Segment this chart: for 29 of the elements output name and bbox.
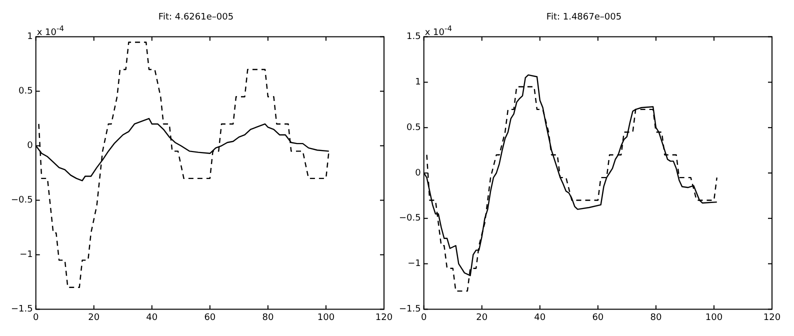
x-tick-label: 80 <box>650 312 662 323</box>
x-tick-label: 120 <box>375 312 393 323</box>
annotation: x 10$^{-4}$ <box>36 24 64 38</box>
y-tick-label: 1.5 <box>406 32 421 42</box>
y-tick-label: 0 <box>415 168 422 178</box>
x-tick-label: 40 <box>534 312 546 323</box>
x-tick-label: 60 <box>204 312 216 323</box>
y-tick-label: −0.5 <box>10 196 33 206</box>
y-tick-label: 0 <box>27 141 34 152</box>
x-tick-label: 60 <box>592 312 604 323</box>
y-tick-label: −1.5 <box>10 304 33 315</box>
y-tick-label: 1 <box>415 78 421 88</box>
x-tick-label: 80 <box>262 312 274 323</box>
chart-title: Fit: 4.6261e–005 <box>158 12 234 23</box>
y-tick-label: 1 <box>27 32 33 42</box>
y-tick-label: −1 <box>20 250 33 260</box>
y-tick-label: −1 <box>408 259 421 270</box>
x-tick-label: 20 <box>88 312 100 323</box>
y-tick-label: 0.5 <box>406 122 421 133</box>
y-tick-label: −0.5 <box>398 214 421 224</box>
x-tick-label: 100 <box>317 312 335 323</box>
y-tick-label: −1.5 <box>398 304 421 315</box>
y-tick-label: 0.5 <box>18 86 33 97</box>
x-tick-label: 120 <box>763 312 781 323</box>
x-tick-label: 100 <box>705 312 723 323</box>
x-tick-label: 40 <box>146 312 158 323</box>
annotation: x 10$^{-4}$ <box>424 24 452 38</box>
chart-title: Fit: 1.4867e–005 <box>546 12 622 23</box>
x-tick-label: 20 <box>476 312 488 323</box>
